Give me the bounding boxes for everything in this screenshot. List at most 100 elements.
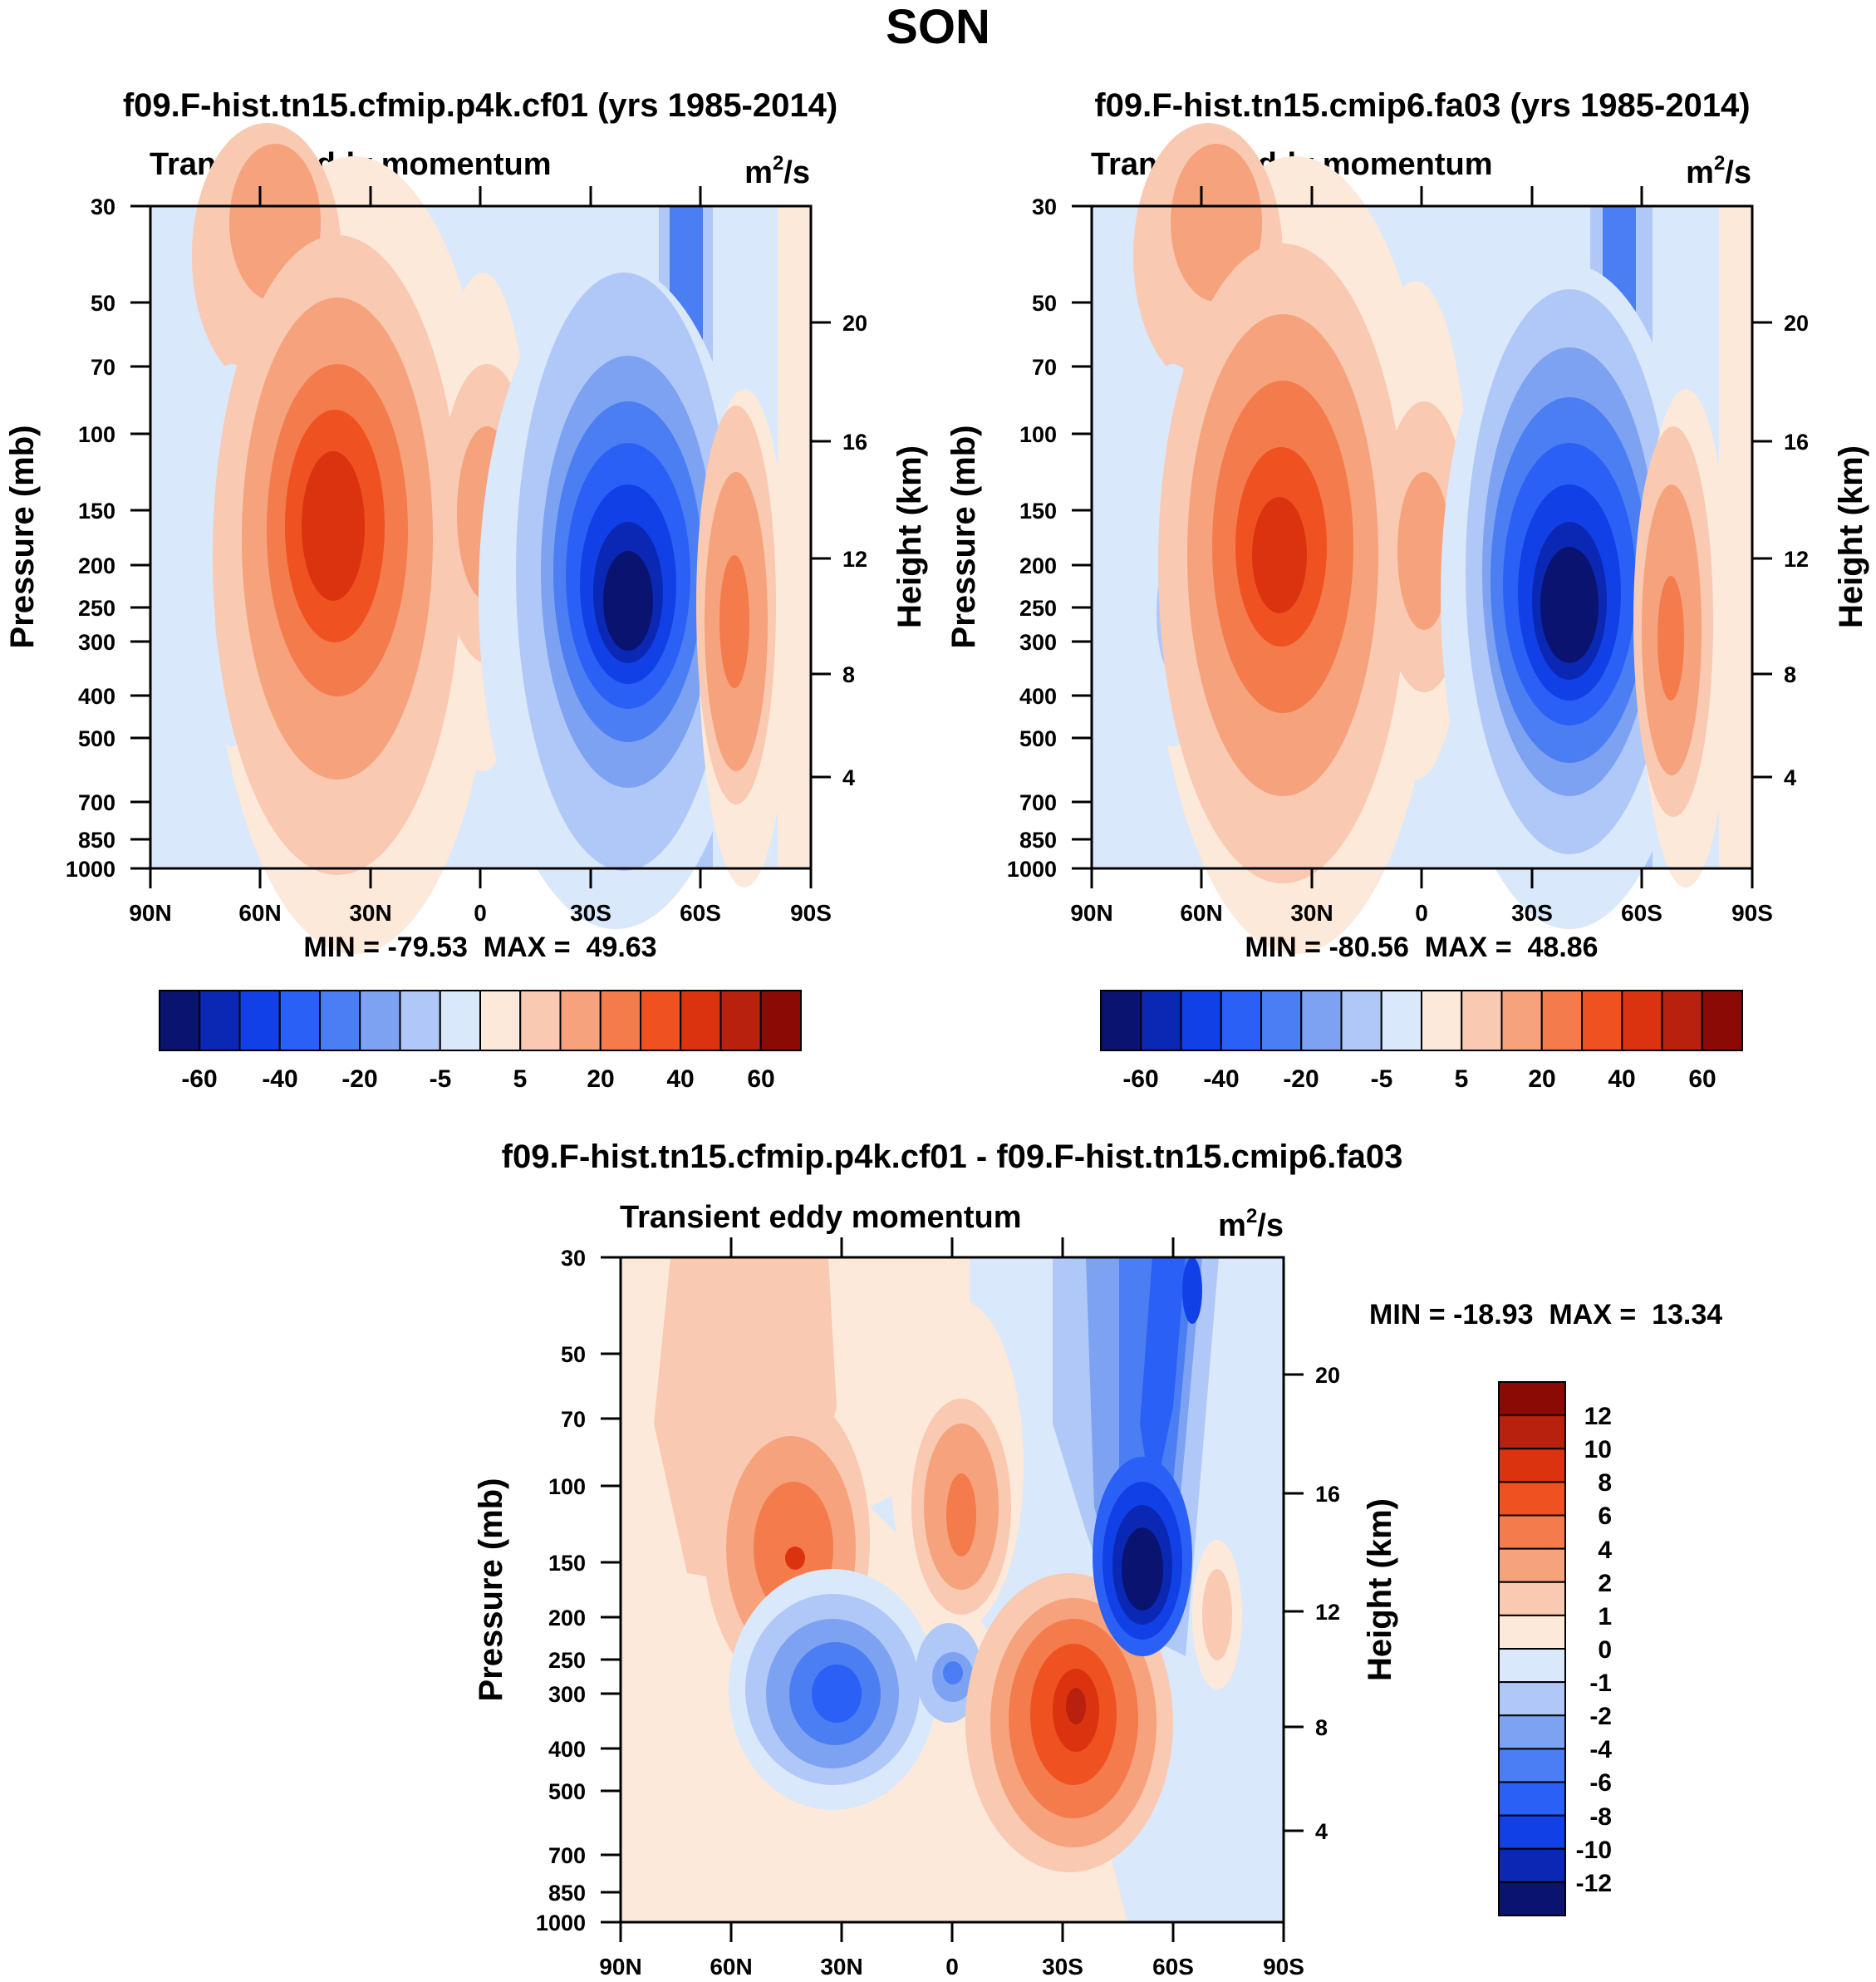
x-tick-labels: 90N 60N 30N 0 30S 60S 90S: [129, 900, 832, 926]
y-right-axis-label: Height (km): [1362, 1498, 1398, 1681]
colorbar-label: -1: [1589, 1670, 1612, 1697]
y-tick-label: 200: [1019, 553, 1057, 578]
colorbar-swatch: [1260, 990, 1303, 1051]
colorbar-swatch: [1220, 990, 1262, 1051]
y-tick-label: 700: [78, 790, 115, 815]
colorbar-label: -6: [1589, 1769, 1612, 1797]
y-tick-labels: 30 50 70 100 150 200 250 300 400 500 700…: [536, 1246, 586, 1935]
y-tick-label: 200: [548, 1606, 586, 1630]
colorbar-swatch: [1180, 990, 1222, 1051]
colorbar-label: 0: [1598, 1636, 1612, 1664]
y-tick-label: 400: [78, 684, 115, 709]
feature-negative-tropics: [729, 1569, 982, 1810]
y-tick-label: 1000: [536, 1911, 586, 1935]
colorbar-label: -40: [262, 1065, 297, 1093]
y-tick-label: 500: [78, 726, 115, 751]
figure-title: SON: [886, 0, 990, 54]
colorbar-swatch: [1300, 990, 1343, 1051]
y-axis-label: Pressure (mb): [945, 425, 982, 649]
feature-positive-south: [1633, 206, 1752, 888]
units-label: m2/s: [1686, 152, 1751, 190]
colorbar-swatch: [1340, 990, 1382, 1051]
x-tick-labels: 90N 60N 30N 0 30S 60S 90S: [1070, 900, 1773, 926]
x-tick-label: 60N: [1180, 900, 1222, 926]
colorbar-label: 20: [1528, 1065, 1555, 1093]
y-tick-label: 300: [78, 630, 115, 655]
y-tick-label: 300: [548, 1682, 586, 1707]
height-tick-label: 20: [1315, 1363, 1340, 1388]
colorbar-label: -10: [1576, 1837, 1612, 1864]
height-tick-label: 8: [842, 662, 855, 687]
axes: [130, 186, 831, 888]
colorbar-swatch: [199, 990, 241, 1051]
colorbar-swatch: [479, 990, 522, 1051]
colorbar-swatch: [1498, 1481, 1566, 1517]
y-tick-label: 700: [548, 1843, 586, 1868]
x-tick-label: 90S: [790, 900, 832, 926]
x-tick-label: 0: [945, 1954, 959, 1980]
x-tick-label: 30S: [1511, 900, 1553, 926]
field-pos-top-core: [1171, 144, 1262, 302]
axes: [601, 1237, 1304, 1942]
y-right-axis-label: Height (km): [891, 445, 928, 628]
x-tick-label: 90N: [1070, 900, 1112, 926]
colorbar-label: -12: [1576, 1870, 1612, 1897]
y-tick-label: 500: [1019, 726, 1057, 751]
colorbar-labels: 12 10 8 6 4 2 1 0 -1 -2 -4 -6 -8 -10 -12: [1576, 1403, 1613, 1897]
panel-title: f09.F-hist.tn15.cmip6.fa03 (yrs 1985-201…: [1094, 87, 1750, 124]
colorbar-label: 8: [1598, 1469, 1612, 1497]
height-tick-label: 12: [1784, 547, 1809, 572]
colorbar-labels: -60 -40 -20 -5 5 20 40 60: [181, 1065, 774, 1093]
colorbar-swatch: [1498, 1814, 1566, 1850]
colorbar-label: 5: [513, 1065, 528, 1093]
colorbar-swatch: [1498, 1547, 1566, 1583]
colorbar-swatch: [1498, 1614, 1566, 1650]
height-tick-label: 8: [1315, 1715, 1328, 1740]
x-tick-label: 60N: [710, 1954, 752, 1980]
colorbar-label: -20: [1283, 1065, 1319, 1093]
colorbar-swatch: [319, 990, 361, 1051]
colorbar-label: -8: [1589, 1803, 1612, 1831]
colorbar-swatch: [759, 990, 802, 1051]
height-tick-label: 20: [842, 311, 867, 336]
y-tick-label: 850: [1019, 828, 1057, 853]
panel-title: f09.F-hist.tn15.cfmip.p4k.cf01 (yrs 1985…: [123, 87, 837, 124]
colorbar: 12 10 8 6 4 2 1 0 -1 -2 -4 -6 -8 -10 -12: [1498, 1381, 1613, 1916]
colorbar-label: 40: [666, 1065, 694, 1093]
y-tick-label: 400: [1019, 684, 1057, 709]
y-tick-label: 150: [548, 1551, 586, 1576]
feature-positive-eq: [891, 1299, 1024, 1631]
colorbar-label: -5: [430, 1065, 452, 1093]
y-tick-label: 70: [91, 355, 115, 380]
colorbar-swatch: [1498, 1448, 1566, 1483]
colorbar-swatch: [1498, 1748, 1566, 1783]
colorbar-swatch: [559, 990, 602, 1051]
colorbar-label: 10: [1584, 1436, 1612, 1463]
height-tick-label: 8: [1784, 662, 1796, 687]
colorbar-label: -60: [181, 1065, 217, 1093]
colorbar-swatch: [680, 990, 722, 1051]
units-label: m2/s: [1218, 1205, 1284, 1243]
y-right-axis-label: Height (km): [1833, 445, 1869, 628]
y-tick-label: 30: [1032, 194, 1057, 219]
y-tick-label: 70: [1032, 355, 1057, 380]
y-tick-label: 400: [548, 1737, 586, 1762]
y-tick-label: 250: [1019, 596, 1057, 621]
colorbar-swatch: [359, 990, 401, 1051]
y-axis-label: Pressure (mb): [473, 1478, 509, 1702]
y-tick-label: 30: [561, 1246, 586, 1271]
x-tick-label: 60S: [1621, 900, 1662, 926]
colorbar-label: 1: [1598, 1603, 1612, 1630]
feature-positive-south: [696, 206, 811, 888]
y-tick-label: 200: [78, 553, 115, 578]
colorbar-label: -20: [341, 1065, 377, 1093]
panel-top-right: f09.F-hist.tn15.cmip6.fa03 (yrs 1985-201…: [945, 87, 1869, 1093]
min-max-stats: MIN = -80.56 MAX = 48.86: [1245, 932, 1598, 963]
height-tick-label: 16: [1315, 1482, 1340, 1507]
y-right-tick-labels: 20 16 12 8 4: [842, 311, 867, 790]
colorbar-swatches: [159, 990, 802, 1051]
y-right-tick-labels: 20 16 12 8 4: [1315, 1363, 1340, 1844]
panel-title: f09.F-hist.tn15.cfmip.p4k.cf01 - f09.F-h…: [502, 1139, 1403, 1175]
y-tick-labels: 30 50 70 100 150 200 250 300 400 500 700…: [66, 194, 115, 882]
colorbar-labels: -60 -40 -20 -5 5 20 40 60: [1122, 1065, 1716, 1093]
